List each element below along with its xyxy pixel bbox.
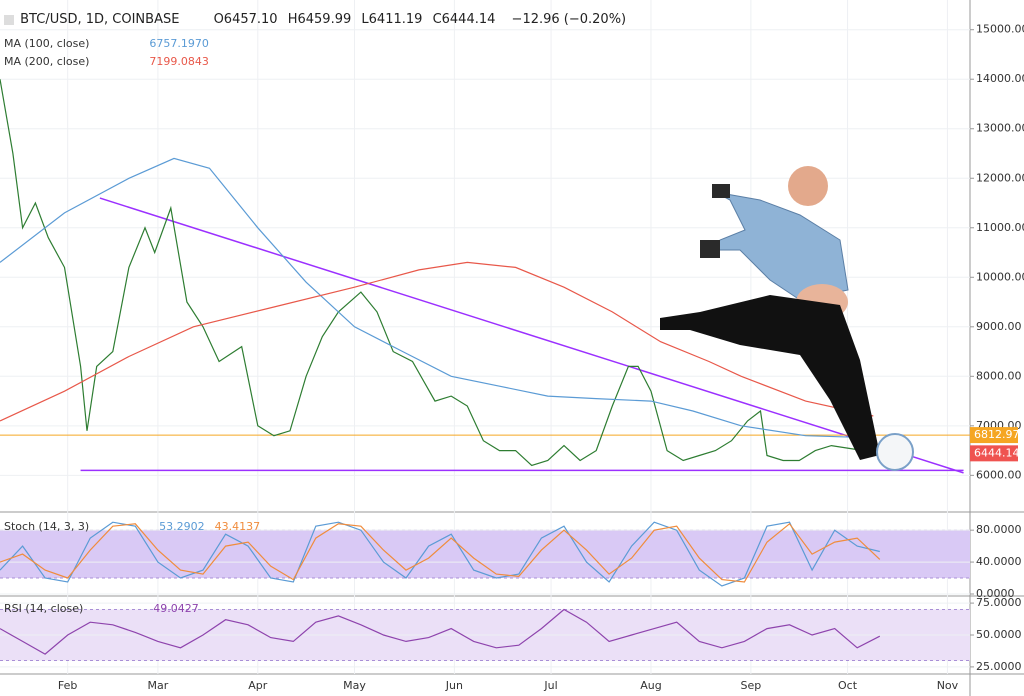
legend-row: MA (200, close) 7199.0843 [4, 55, 215, 68]
legend-text: Stoch (14, 3, 3) [4, 520, 90, 533]
y-tick-label: 8000.00 [976, 369, 1022, 382]
legend-text: 49.0427 [153, 602, 199, 615]
legend-text: 7199.0843 [149, 55, 209, 68]
legend-row: Stoch (14, 3, 3) 53.2902 43.4137 [4, 520, 270, 533]
price-label-box [970, 445, 1018, 462]
y-tick-label: 12000.00 [976, 171, 1024, 184]
x-tick-label: Nov [937, 679, 959, 692]
x-tick-label: Jun [445, 679, 463, 692]
close: C6444.14 [432, 12, 496, 27]
series-line [0, 521, 880, 587]
legend-text: MA (100, close) [4, 37, 90, 50]
price-label-box [970, 427, 1018, 444]
series-line [0, 522, 881, 583]
symbol: BTC/USD, 1D, COINBASE [20, 12, 180, 27]
y-tick-label: 75.0000 [976, 596, 1022, 609]
y-tick-label: 6000.00 [976, 468, 1022, 481]
series-line [0, 608, 881, 655]
y-tick-label: 10000.00 [976, 270, 1024, 283]
open: O6457.10 [213, 12, 278, 27]
y-tick-label: 13000.00 [976, 122, 1024, 135]
price-label: 6812.97 [974, 428, 1020, 441]
price-label: 6444.14 [974, 446, 1020, 459]
legend-text: MA (200, close) [4, 55, 90, 68]
x-tick-label: Mar [148, 679, 169, 692]
header: BTC/USD, 1D, COINBASE O6457.10 H6459.99 … [4, 12, 626, 27]
y-tick-label: 40.0000 [976, 555, 1022, 568]
y-tick-label: 80.0000 [976, 523, 1022, 536]
collapse-icon[interactable] [4, 14, 14, 25]
low: L6411.19 [361, 12, 423, 27]
trend-line [99, 197, 964, 474]
change: −12.96 (−0.20%) [511, 12, 627, 27]
legend-text: 53.2902 [159, 520, 205, 533]
y-tick-label: 0.0000 [976, 587, 1015, 600]
legend-row: RSI (14, close) 49.0427 [4, 602, 209, 615]
x-tick-label: Apr [248, 679, 268, 692]
y-tick-label: 9000.00 [976, 320, 1022, 333]
legend-text: RSI (14, close) [4, 602, 84, 615]
y-tick-label: 14000.00 [976, 72, 1024, 85]
y-tick-label: 11000.00 [976, 221, 1024, 234]
x-tick-label: Feb [58, 679, 77, 692]
x-tick-label: May [343, 679, 366, 692]
y-tick-label: 50.0000 [976, 628, 1022, 641]
series-line [0, 157, 874, 439]
player-image [660, 166, 914, 471]
y-tick-label: 15000.00 [976, 23, 1024, 36]
series-line [0, 261, 874, 422]
x-tick-label: Oct [838, 679, 858, 692]
legend-text: 43.4137 [214, 520, 261, 533]
high: H6459.99 [287, 12, 352, 27]
x-tick-label: Aug [640, 679, 661, 692]
legend-text: 6757.1970 [149, 37, 209, 50]
x-tick-label: Sep [740, 679, 761, 692]
y-tick-label: 25.0000 [976, 660, 1022, 673]
x-tick-label: Jul [543, 679, 557, 692]
legend-row: MA (100, close) 6757.1970 [4, 37, 215, 50]
series-line [0, 79, 874, 467]
indicator-band [0, 530, 970, 579]
